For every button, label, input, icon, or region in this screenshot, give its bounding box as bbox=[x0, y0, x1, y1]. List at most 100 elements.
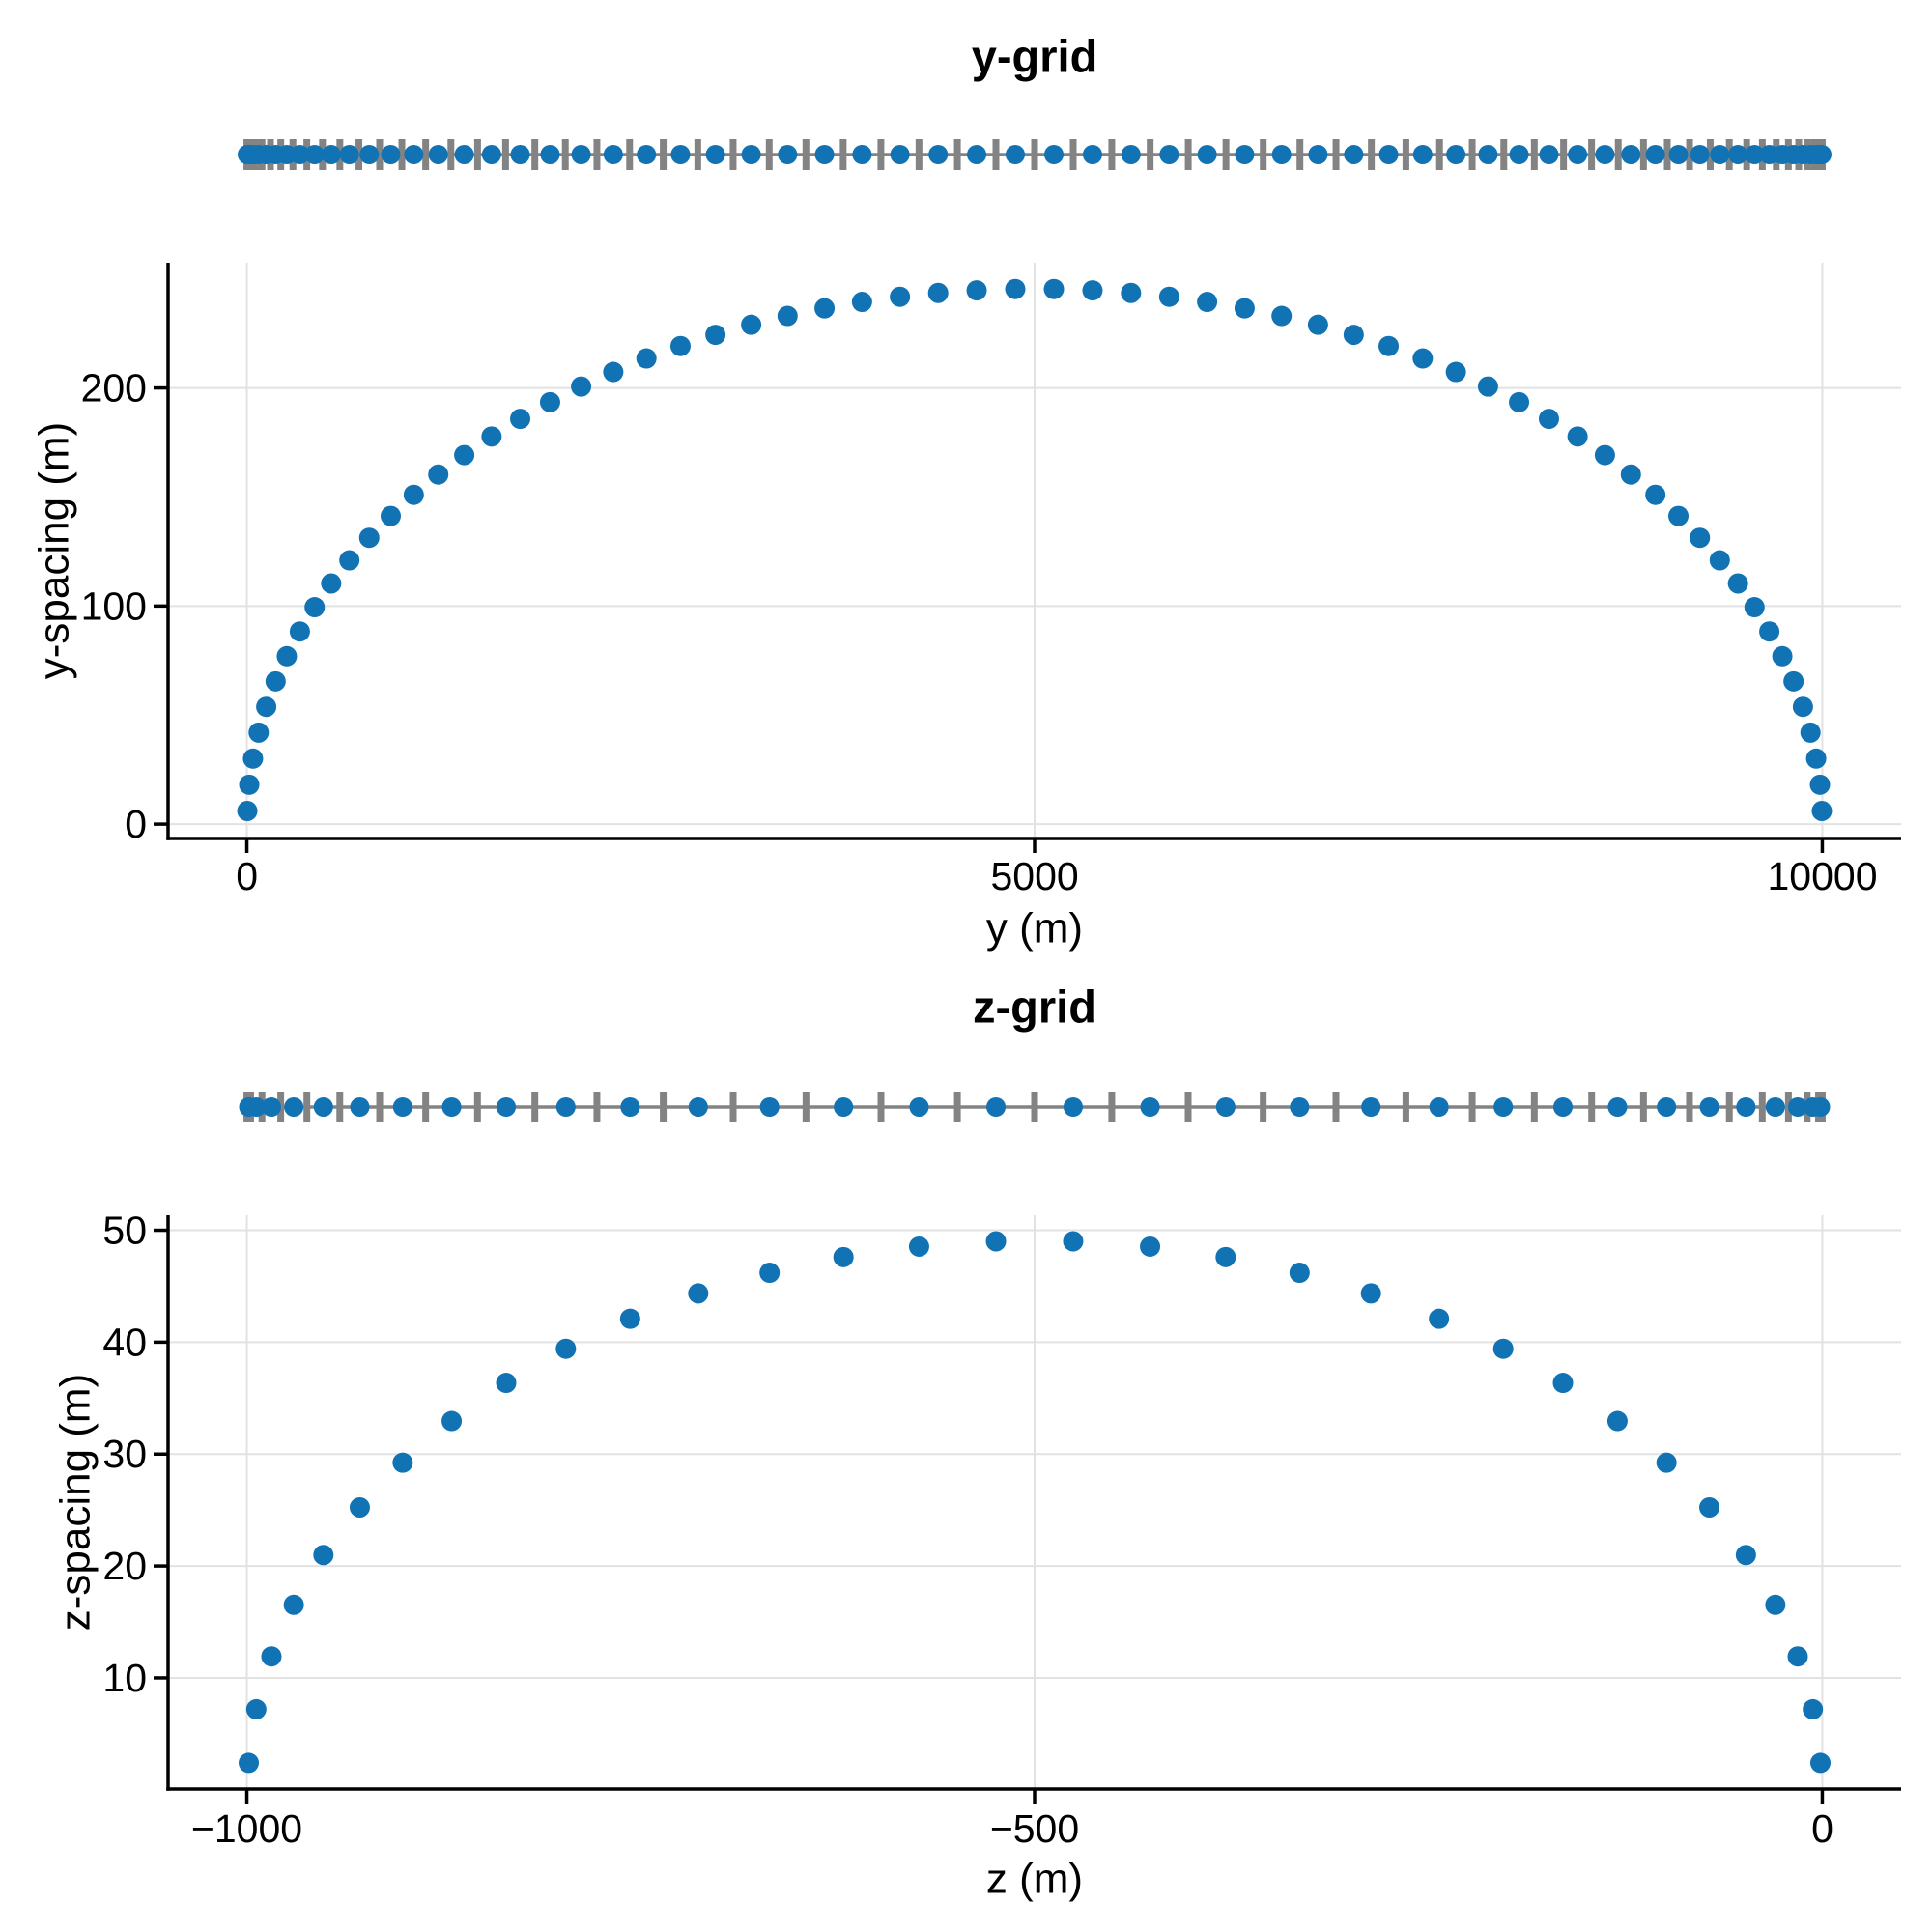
scatter-point bbox=[1699, 1497, 1720, 1519]
scatter-point bbox=[496, 1373, 517, 1394]
rug-center-dot bbox=[1657, 1097, 1677, 1117]
scatter-point bbox=[1509, 391, 1530, 412]
scatter-point bbox=[1215, 1246, 1236, 1267]
y-tick-label: 40 bbox=[102, 1320, 147, 1364]
rug-center-dot bbox=[705, 145, 725, 164]
rug-center-dot bbox=[261, 1097, 281, 1117]
scatter-point bbox=[1140, 1236, 1161, 1257]
rug-center-dot bbox=[1412, 145, 1433, 164]
scatter-point bbox=[539, 391, 560, 412]
scatter-point bbox=[1803, 1698, 1824, 1719]
rug-center-dot bbox=[441, 1097, 462, 1117]
rug-center-dot bbox=[1215, 1097, 1236, 1117]
z-grid-title: z-grid bbox=[973, 981, 1096, 1033]
x-tick-label: 10000 bbox=[1767, 854, 1877, 898]
y-grid-layers bbox=[154, 139, 1901, 853]
scatter-point bbox=[1690, 527, 1711, 549]
scatter-point bbox=[688, 1283, 709, 1304]
scatter-point bbox=[313, 1545, 334, 1566]
rug-center-dot bbox=[1044, 145, 1065, 164]
scatter-point bbox=[245, 1698, 267, 1719]
rug-center-dot bbox=[1788, 1097, 1808, 1117]
rug-center-dot bbox=[637, 145, 657, 164]
scatter-point bbox=[1668, 505, 1690, 526]
rug-center-dot bbox=[620, 1097, 640, 1117]
scatter-point bbox=[239, 774, 260, 795]
scatter-point bbox=[1552, 1373, 1574, 1394]
rug-center-dot bbox=[350, 1097, 370, 1117]
rug-center-dot bbox=[1811, 145, 1832, 164]
scatter-point bbox=[1082, 280, 1103, 301]
rug-center-dot bbox=[428, 145, 448, 164]
x-tick-label: 0 bbox=[1811, 1806, 1833, 1851]
rug-center-dot bbox=[1645, 145, 1665, 164]
scatter-point bbox=[603, 361, 624, 383]
scatter-point bbox=[1289, 1263, 1310, 1284]
scatter-point bbox=[1709, 550, 1730, 571]
rug-center-dot bbox=[1509, 145, 1529, 164]
scatter-point bbox=[1412, 348, 1434, 369]
rug-center-dot bbox=[1063, 1097, 1083, 1117]
scatter-point bbox=[261, 1646, 282, 1667]
rug-center-dot bbox=[1446, 145, 1466, 164]
rug-center-dot bbox=[1271, 145, 1292, 164]
scatter-point bbox=[339, 550, 360, 571]
rug-center-dot bbox=[339, 145, 359, 164]
x-tick-label: 0 bbox=[236, 854, 258, 898]
rug-center-dot bbox=[496, 1097, 516, 1117]
scatter-point bbox=[833, 1246, 854, 1267]
scatter-point bbox=[814, 298, 836, 319]
rug-center-dot bbox=[834, 1097, 854, 1117]
z-grid-layers bbox=[154, 1092, 1901, 1804]
rug-center-dot bbox=[1699, 1097, 1719, 1117]
rug-center-dot bbox=[1621, 145, 1641, 164]
scatter-point bbox=[777, 305, 798, 327]
rug-center-dot bbox=[481, 145, 501, 164]
y-grid-xtick-labels: 0 5000 10000 bbox=[236, 854, 1877, 898]
x-tick-label: 5000 bbox=[990, 854, 1078, 898]
scatter-point bbox=[1727, 573, 1748, 594]
scatter-point bbox=[1656, 1452, 1677, 1473]
rug-center-dot bbox=[1290, 1097, 1310, 1117]
rug-center-dot bbox=[909, 1097, 929, 1117]
rug-center-dot bbox=[967, 145, 987, 164]
scatter-point bbox=[1307, 314, 1328, 335]
scatter-point bbox=[1378, 335, 1400, 356]
scatter-point bbox=[481, 426, 502, 447]
rug-center-dot bbox=[890, 145, 910, 164]
scatter-point bbox=[1809, 774, 1831, 795]
rug-center-dot bbox=[1478, 145, 1498, 164]
rug-center-dot bbox=[510, 145, 530, 164]
scatter-point bbox=[510, 409, 531, 430]
scatter-point bbox=[1063, 1231, 1084, 1252]
scatter-point bbox=[1234, 298, 1255, 319]
scatter-point bbox=[619, 1308, 640, 1329]
rug-center-dot bbox=[1765, 1097, 1785, 1117]
x-tick-label: −1000 bbox=[191, 1806, 302, 1851]
rug-center-dot bbox=[670, 145, 691, 164]
rug-center-dot bbox=[571, 145, 591, 164]
rug-center-dot bbox=[284, 1097, 304, 1117]
scatter-point bbox=[256, 696, 277, 718]
scatter-point bbox=[1735, 1545, 1756, 1566]
y-grid-ytick-labels: 0 100 200 bbox=[81, 366, 147, 846]
rug-center-dot bbox=[290, 145, 310, 164]
rug-center-dot bbox=[304, 145, 325, 164]
rug-center-dot bbox=[1082, 145, 1102, 164]
panel-y-grid: y-grid y (m) y-spacing (m) 0 5000 10000 … bbox=[31, 31, 1901, 952]
rug-center-dot bbox=[454, 145, 474, 164]
rug-center-dot bbox=[392, 1097, 412, 1117]
rug-center-dot bbox=[852, 145, 872, 164]
scatter-point bbox=[1606, 1410, 1628, 1432]
scatter-point bbox=[454, 444, 475, 466]
rug-center-dot bbox=[928, 145, 949, 164]
scatter-point bbox=[1271, 305, 1293, 327]
scatter-point bbox=[636, 348, 657, 369]
scatter-point bbox=[1121, 282, 1142, 303]
scatter-point bbox=[1594, 444, 1615, 466]
scatter-point bbox=[985, 1231, 1007, 1252]
rug-center-dot bbox=[381, 145, 401, 164]
scatter-point bbox=[276, 645, 298, 667]
scatter-point bbox=[1765, 1594, 1786, 1615]
